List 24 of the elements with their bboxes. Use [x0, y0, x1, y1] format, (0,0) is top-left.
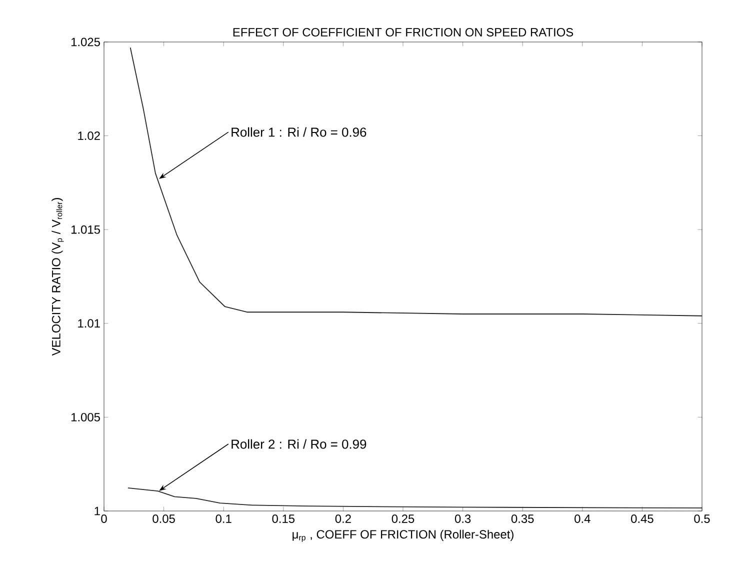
x-tick-label: 0.15 [272, 514, 295, 523]
y-tick-label: 1.01 [78, 319, 100, 328]
y-tick-label: 1.015 [71, 225, 100, 234]
y-tick-label: 1 [94, 506, 100, 516]
x-tick-label: 0.25 [392, 514, 414, 523]
x-tick-label: 0.3 [454, 514, 471, 523]
x-axis-title: μ$_{rp}$ , COEFF OF FRICTION (Roller-Sheet) [292, 530, 514, 542]
x-tick-label: 0.4 [574, 514, 590, 523]
line-series [127, 487, 702, 508]
y-axis-title: VELOCITY RATIO (V$_{p}$ / V$_{roller}$) [52, 198, 64, 356]
x-tick-label: 0.2 [335, 514, 351, 523]
line-series [130, 47, 702, 316]
chart-title: EFFECT OF COEFFICIENT OF FRICTION ON SPEED RATIOS [233, 28, 574, 36]
x-tick-label: 0.35 [511, 514, 534, 523]
annotation: Roller 1 : Ri / Ro = 0.96 [232, 127, 366, 137]
x-tick-label: 0 [101, 514, 107, 523]
x-tick-label: 0.5 [694, 514, 710, 523]
y-tick-label: 1.025 [71, 38, 100, 46]
y-tick-label: 1.005 [71, 412, 100, 422]
x-tick-label: 0.05 [152, 514, 175, 523]
y-tick-label: 1.02 [78, 132, 100, 140]
x-tick-label: 0.45 [631, 514, 654, 523]
x-tick-label: 0.1 [216, 514, 232, 523]
annotation: Roller 2 : Ri / Ro = 0.99 [232, 439, 366, 449]
